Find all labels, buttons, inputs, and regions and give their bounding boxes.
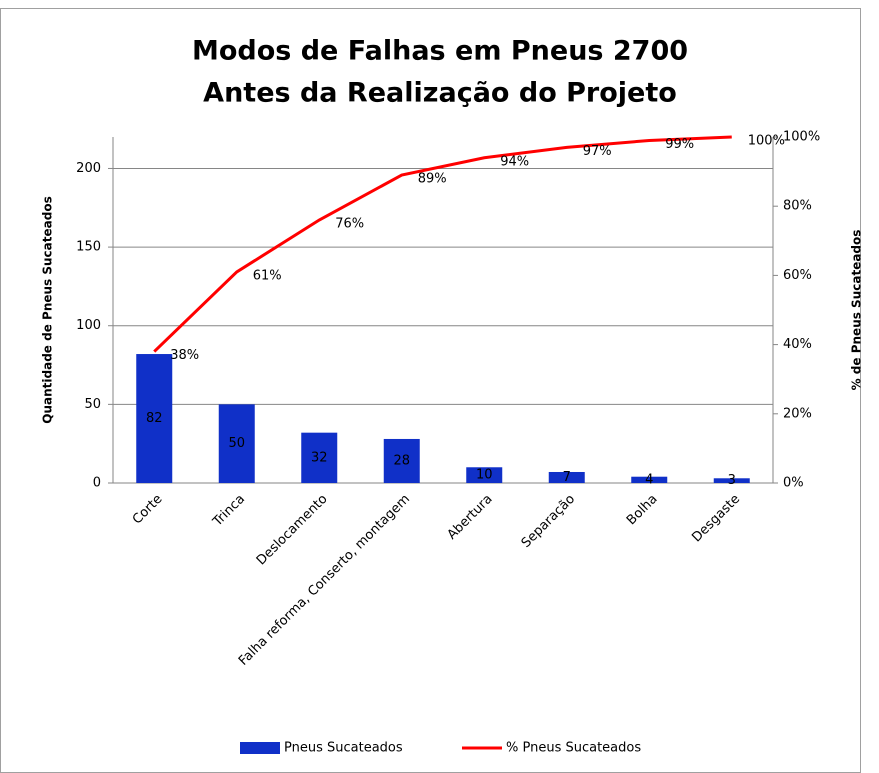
bar-value-label: 82 bbox=[146, 411, 163, 426]
legend-swatch bbox=[240, 742, 280, 754]
line-value-label: 76% bbox=[335, 217, 364, 232]
line-value-label: 100% bbox=[748, 134, 785, 149]
bar-value-label: 3 bbox=[728, 473, 736, 488]
bar-value-label: 50 bbox=[228, 436, 245, 451]
y2-tick-label: 0% bbox=[783, 476, 804, 491]
bar bbox=[136, 354, 173, 483]
bar-value-label: 7 bbox=[563, 470, 571, 485]
y-tick-label: 100 bbox=[76, 318, 101, 333]
legend-label: % Pneus Sucateados bbox=[506, 741, 641, 756]
line-value-label: 61% bbox=[253, 268, 282, 283]
bar bbox=[548, 471, 585, 483]
y2-axis-title: % de Pneus Sucateados bbox=[850, 230, 864, 391]
y-tick-label: 50 bbox=[84, 397, 101, 412]
bar-value-label: 28 bbox=[393, 453, 410, 468]
y2-tick-label: 100% bbox=[783, 130, 820, 145]
bar bbox=[218, 404, 255, 483]
y-axis-title: Quantidade de Pneus Sucateados bbox=[41, 196, 55, 423]
bar bbox=[383, 438, 420, 483]
y2-tick-label: 60% bbox=[783, 268, 812, 283]
y2-tick-label: 20% bbox=[783, 406, 812, 421]
bar bbox=[631, 476, 668, 483]
bar bbox=[301, 432, 338, 483]
chart-border bbox=[0, 8, 861, 773]
line-value-label: 38% bbox=[170, 348, 199, 363]
y2-tick-label: 80% bbox=[783, 199, 812, 214]
y-tick-label: 0 bbox=[93, 476, 101, 491]
line-value-label: 89% bbox=[418, 172, 447, 187]
bar bbox=[713, 478, 750, 483]
line bbox=[153, 135, 732, 353]
y-tick-label: 200 bbox=[76, 161, 101, 176]
line-value-label: 99% bbox=[665, 137, 694, 152]
line-value-label: 97% bbox=[583, 144, 612, 159]
bar-value-label: 10 bbox=[476, 468, 493, 483]
bar bbox=[466, 467, 503, 483]
line-value-label: 94% bbox=[500, 154, 529, 169]
chart-subtitle: Antes da Realização do Projeto bbox=[203, 78, 677, 109]
y-tick-label: 150 bbox=[76, 240, 101, 255]
bar-value-label: 32 bbox=[311, 450, 328, 465]
y2-tick-label: 40% bbox=[783, 337, 812, 352]
legend-label: Pneus Sucateados bbox=[284, 741, 403, 756]
bar-value-label: 4 bbox=[645, 472, 653, 487]
chart-title: Modos de Falhas em Pneus 2700 bbox=[192, 36, 688, 67]
